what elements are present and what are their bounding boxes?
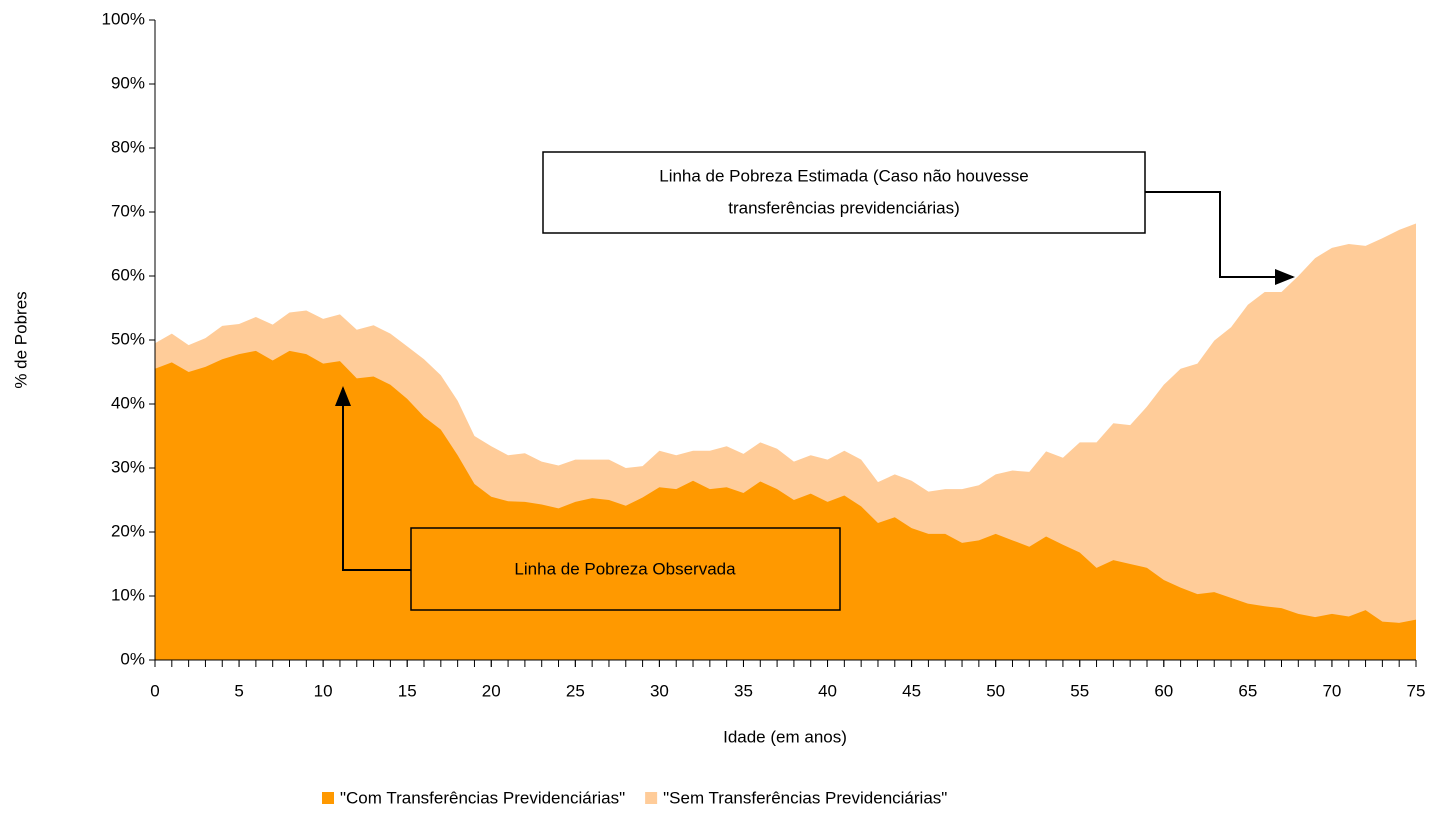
annotation-arrow xyxy=(1145,191,1295,285)
annotation: Linha de Pobreza Observada xyxy=(514,559,736,578)
y-tick-label: 80% xyxy=(111,137,145,156)
x-tick-label: 65 xyxy=(1238,681,1257,700)
x-tick-label: 25 xyxy=(566,681,585,700)
legend-swatch xyxy=(645,792,658,804)
annotation-arrow xyxy=(335,386,411,571)
x-tick-label: 50 xyxy=(986,681,1005,700)
annotation-box xyxy=(542,151,1146,234)
y-tick-label: 20% xyxy=(111,521,145,540)
x-tick-label: 45 xyxy=(902,681,921,700)
y-tick-label: 100% xyxy=(102,9,145,28)
x-tick-label: 5 xyxy=(234,681,243,700)
legend-label: "Sem Transferências Previdenciárias" xyxy=(663,788,947,807)
y-axis-label: % de Pobres xyxy=(11,291,30,388)
x-tick-label: 55 xyxy=(1070,681,1089,700)
x-tick-label: 75 xyxy=(1407,681,1426,700)
y-tick-label: 10% xyxy=(111,585,145,604)
x-tick-label: 10 xyxy=(314,681,333,700)
x-tick-label: 30 xyxy=(650,681,669,700)
y-tick-label: 40% xyxy=(111,393,145,412)
x-tick-label: 20 xyxy=(482,681,501,700)
y-tick-label: 90% xyxy=(111,73,145,92)
annotation: Linha de Pobreza Estimada (Caso não houv… xyxy=(659,166,1029,185)
legend-swatch xyxy=(322,792,334,804)
y-tick-label: 0% xyxy=(120,649,145,668)
y-tick-label: 50% xyxy=(111,329,145,348)
y-tick-label: 70% xyxy=(111,201,145,220)
x-tick-label: 15 xyxy=(398,681,417,700)
x-tick-label: 70 xyxy=(1322,681,1341,700)
y-tick-label: 30% xyxy=(111,457,145,476)
annotation-box xyxy=(410,527,841,611)
x-tick-label: 60 xyxy=(1154,681,1173,700)
x-tick-label: 0 xyxy=(150,681,159,700)
x-axis-label: Idade (em anos) xyxy=(723,727,847,746)
y-tick-label: 60% xyxy=(111,265,145,284)
annotation: transferências previdenciárias) xyxy=(728,198,960,217)
x-tick-label: 35 xyxy=(734,681,753,700)
legend-label: "Com Transferências Previdenciárias" xyxy=(340,788,625,807)
x-tick-label: 40 xyxy=(818,681,837,700)
